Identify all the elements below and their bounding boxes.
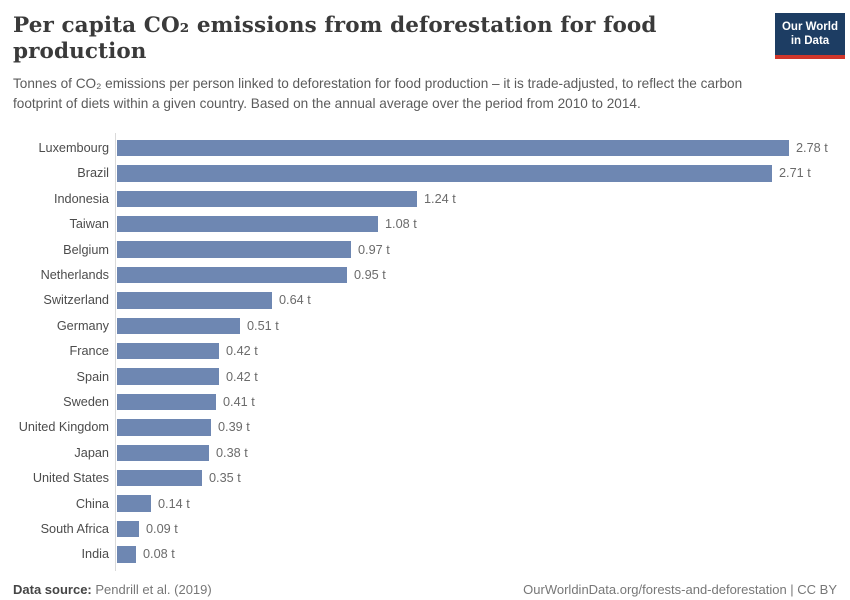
bar-zone: 0.64 t (109, 292, 837, 309)
table-row: United Kingdom 0.39 t (13, 415, 837, 440)
table-row: India 0.08 t (13, 542, 837, 567)
bar[interactable] (117, 469, 202, 487)
table-row: Germany 0.51 t (13, 313, 837, 338)
owid-url-link[interactable]: OurWorldinData.org/forests-and-deforesta… (523, 582, 837, 598)
value-label: 0.08 t (143, 547, 175, 562)
value-label: 0.41 t (223, 394, 255, 409)
table-row: United States 0.35 t (13, 465, 837, 490)
country-label[interactable]: United States (32, 471, 109, 486)
bar[interactable] (117, 317, 240, 335)
country-label[interactable]: Sweden (63, 394, 109, 409)
bar-zone: 0.09 t (109, 520, 837, 538)
value-label: 0.42 t (226, 344, 258, 359)
bar[interactable] (117, 215, 378, 233)
bar-zone: 2.78 t (109, 139, 837, 157)
bar[interactable] (117, 419, 211, 436)
country-label[interactable]: Switzerland (43, 293, 109, 308)
data-source-note: Data source: Pendrill et al. (2019) (13, 582, 212, 597)
chart-footer: Data source: Pendrill et al. (2019) OurW… (13, 582, 837, 597)
data-source-value: Pendrill et al. (2019) (95, 582, 212, 598)
value-label: 0.14 t (158, 496, 190, 511)
bar-zone: 2.71 t (109, 165, 837, 182)
table-row: Belgium 0.97 t (13, 237, 837, 262)
value-label: 0.64 t (279, 293, 311, 308)
table-row: Brazil 2.71 t (13, 161, 837, 186)
bar[interactable] (117, 342, 219, 360)
bar[interactable] (117, 368, 219, 385)
bar-zone: 0.42 t (109, 342, 837, 360)
bar-zone: 0.42 t (109, 368, 837, 385)
country-label[interactable]: Netherlands (40, 268, 109, 283)
country-label[interactable]: Brazil (77, 166, 109, 181)
value-label: 0.51 t (247, 318, 279, 333)
country-label[interactable]: India (81, 547, 109, 562)
country-label[interactable]: Belgium (63, 242, 109, 257)
bar[interactable] (117, 444, 209, 461)
bar-chart-rows: Luxembourg 2.78 t Brazil 2.71 t Indonesi… (13, 135, 837, 567)
country-label[interactable]: China (75, 496, 109, 511)
bar[interactable] (117, 241, 351, 258)
owid-logo-line2: in Data (790, 35, 830, 48)
country-label[interactable]: South Africa (40, 521, 109, 536)
table-row: Spain 0.42 t (13, 364, 837, 389)
bar-chart: Luxembourg 2.78 t Brazil 2.71 t Indonesi… (13, 133, 837, 572)
bar-zone: 0.35 t (109, 469, 837, 487)
bar-zone: 1.24 t (109, 190, 837, 208)
bar[interactable] (117, 495, 151, 512)
value-label: 0.42 t (226, 369, 258, 384)
value-label: 0.95 t (354, 268, 386, 283)
table-row: Luxembourg 2.78 t (13, 135, 837, 160)
bar-zone: 0.97 t (109, 241, 837, 258)
bar[interactable] (117, 546, 136, 563)
y-axis-line (115, 133, 116, 572)
chart-subtitle: Tonnes of CO₂ emissions per person linke… (13, 75, 743, 111)
bar-zone: 0.38 t (109, 444, 837, 461)
country-label[interactable]: Luxembourg (38, 141, 109, 156)
country-label[interactable]: Spain (76, 369, 109, 384)
value-label: 0.09 t (146, 521, 178, 536)
country-label[interactable]: Germany (56, 318, 109, 333)
table-row: Japan 0.38 t (13, 440, 837, 465)
value-label: 2.78 t (796, 141, 828, 156)
bar[interactable] (117, 165, 772, 182)
bar[interactable] (117, 520, 139, 538)
country-label[interactable]: Taiwan (69, 217, 110, 232)
table-row: Sweden 0.41 t (13, 389, 837, 414)
bar-zone: 0.14 t (109, 495, 837, 512)
bar[interactable] (117, 139, 789, 157)
data-source-label: Data source: (13, 582, 92, 598)
bar-zone: 0.41 t (109, 393, 837, 411)
table-row: France 0.42 t (13, 339, 837, 364)
country-label[interactable]: United Kingdom (18, 420, 109, 435)
value-label: 0.39 t (218, 420, 250, 435)
table-row: Taiwan 1.08 t (13, 212, 837, 237)
bar-zone: 0.95 t (109, 266, 837, 284)
bar[interactable] (117, 190, 417, 208)
bar-zone: 0.39 t (109, 419, 837, 436)
page-title: Per capita CO₂ emissions from deforestat… (13, 13, 657, 64)
table-row: Netherlands 0.95 t (13, 262, 837, 287)
value-label: 1.08 t (385, 217, 417, 232)
country-label[interactable]: France (69, 344, 110, 359)
value-label: 0.97 t (358, 242, 390, 257)
bar[interactable] (117, 292, 272, 309)
country-label[interactable]: Indonesia (53, 191, 109, 206)
table-row: South Africa 0.09 t (13, 516, 837, 541)
value-label: 0.38 t (216, 445, 248, 460)
country-label[interactable]: Japan (74, 445, 109, 460)
value-label: 2.71 t (779, 166, 811, 181)
table-row: China 0.14 t (13, 491, 837, 516)
table-row: Indonesia 1.24 t (13, 186, 837, 211)
owid-logo[interactable]: Our World in Data (775, 13, 845, 59)
bar-zone: 0.08 t (109, 546, 837, 563)
bar[interactable] (117, 266, 347, 284)
value-label: 1.24 t (424, 191, 456, 206)
bar[interactable] (117, 393, 216, 411)
table-row: Switzerland 0.64 t (13, 288, 837, 313)
bar-zone: 1.08 t (109, 215, 837, 233)
bar-zone: 0.51 t (109, 317, 837, 335)
owid-logo-line1: Our World (781, 21, 838, 33)
value-label: 0.35 t (209, 471, 241, 486)
